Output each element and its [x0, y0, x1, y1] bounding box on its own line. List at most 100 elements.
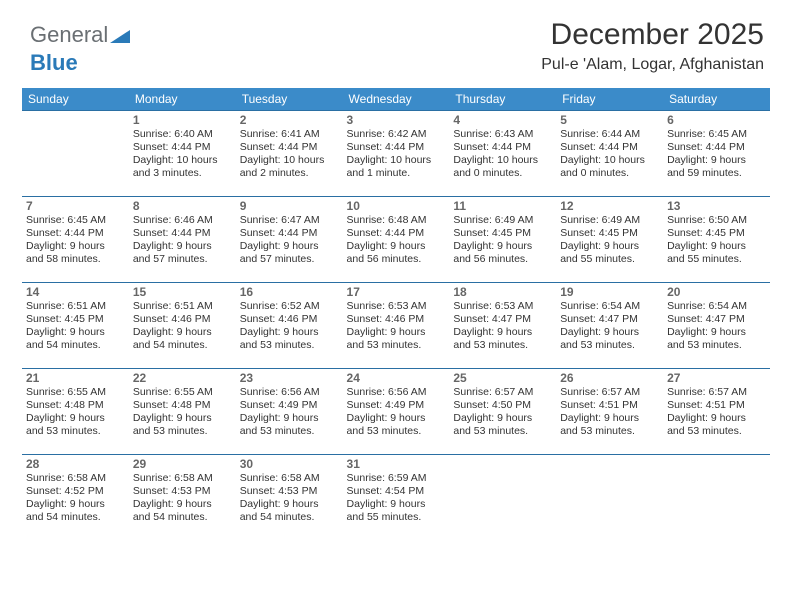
day-sunrise: Sunrise: 6:47 AM — [240, 214, 339, 227]
day-day1: Daylight: 10 hours — [347, 154, 446, 167]
day-number: 28 — [26, 457, 125, 471]
calendar-cell: 27Sunrise: 6:57 AMSunset: 4:51 PMDayligh… — [663, 369, 770, 455]
brand-triangle-icon — [110, 24, 130, 50]
day-sunrise: Sunrise: 6:55 AM — [133, 386, 232, 399]
calendar-cell: 31Sunrise: 6:59 AMSunset: 4:54 PMDayligh… — [343, 455, 450, 541]
day-day1: Daylight: 10 hours — [133, 154, 232, 167]
day-number: 30 — [240, 457, 339, 471]
day-number: 16 — [240, 285, 339, 299]
location-text: Pul-e 'Alam, Logar, Afghanistan — [22, 56, 764, 74]
day-sunrise: Sunrise: 6:49 AM — [453, 214, 552, 227]
day-day2: and 0 minutes. — [453, 167, 552, 180]
calendar-cell: 7Sunrise: 6:45 AMSunset: 4:44 PMDaylight… — [22, 197, 129, 283]
day-number: 5 — [560, 113, 659, 127]
day-sunrise: Sunrise: 6:58 AM — [133, 472, 232, 485]
day-day2: and 55 minutes. — [667, 253, 766, 266]
calendar-cell: 5Sunrise: 6:44 AMSunset: 4:44 PMDaylight… — [556, 111, 663, 197]
calendar-cell: 16Sunrise: 6:52 AMSunset: 4:46 PMDayligh… — [236, 283, 343, 369]
calendar-cell: 25Sunrise: 6:57 AMSunset: 4:50 PMDayligh… — [449, 369, 556, 455]
day-number: 20 — [667, 285, 766, 299]
day-day2: and 54 minutes. — [240, 511, 339, 524]
day-header: Sunday — [22, 88, 129, 111]
day-day1: Daylight: 9 hours — [26, 240, 125, 253]
day-number: 1 — [133, 113, 232, 127]
day-header: Wednesday — [343, 88, 450, 111]
day-day2: and 58 minutes. — [26, 253, 125, 266]
day-number: 2 — [240, 113, 339, 127]
day-day2: and 53 minutes. — [133, 425, 232, 438]
day-sunset: Sunset: 4:44 PM — [667, 141, 766, 154]
calendar-cell: 9Sunrise: 6:47 AMSunset: 4:44 PMDaylight… — [236, 197, 343, 283]
day-sunrise: Sunrise: 6:50 AM — [667, 214, 766, 227]
day-sunset: Sunset: 4:54 PM — [347, 485, 446, 498]
day-sunrise: Sunrise: 6:51 AM — [133, 300, 232, 313]
day-sunrise: Sunrise: 6:40 AM — [133, 128, 232, 141]
calendar-row: 1Sunrise: 6:40 AMSunset: 4:44 PMDaylight… — [22, 111, 770, 197]
calendar-cell: 10Sunrise: 6:48 AMSunset: 4:44 PMDayligh… — [343, 197, 450, 283]
day-day2: and 55 minutes. — [347, 511, 446, 524]
day-number: 22 — [133, 371, 232, 385]
day-day1: Daylight: 9 hours — [347, 326, 446, 339]
day-sunrise: Sunrise: 6:57 AM — [560, 386, 659, 399]
calendar-cell: 19Sunrise: 6:54 AMSunset: 4:47 PMDayligh… — [556, 283, 663, 369]
day-day2: and 53 minutes. — [667, 425, 766, 438]
day-sunset: Sunset: 4:45 PM — [26, 313, 125, 326]
calendar-row: 7Sunrise: 6:45 AMSunset: 4:44 PMDaylight… — [22, 197, 770, 283]
day-day2: and 53 minutes. — [26, 425, 125, 438]
day-sunrise: Sunrise: 6:54 AM — [667, 300, 766, 313]
calendar-cell — [22, 111, 129, 197]
calendar-cell: 26Sunrise: 6:57 AMSunset: 4:51 PMDayligh… — [556, 369, 663, 455]
day-sunset: Sunset: 4:44 PM — [240, 227, 339, 240]
day-number: 19 — [560, 285, 659, 299]
day-day2: and 54 minutes. — [26, 339, 125, 352]
day-sunrise: Sunrise: 6:45 AM — [26, 214, 125, 227]
day-day2: and 53 minutes. — [667, 339, 766, 352]
day-day1: Daylight: 9 hours — [347, 498, 446, 511]
day-sunrise: Sunrise: 6:44 AM — [560, 128, 659, 141]
day-day1: Daylight: 9 hours — [453, 240, 552, 253]
day-day2: and 53 minutes. — [347, 425, 446, 438]
day-number: 13 — [667, 199, 766, 213]
day-day2: and 53 minutes. — [453, 339, 552, 352]
day-header: Monday — [129, 88, 236, 111]
calendar-cell: 17Sunrise: 6:53 AMSunset: 4:46 PMDayligh… — [343, 283, 450, 369]
day-day1: Daylight: 10 hours — [560, 154, 659, 167]
day-day2: and 57 minutes. — [240, 253, 339, 266]
day-number: 3 — [347, 113, 446, 127]
day-sunset: Sunset: 4:47 PM — [560, 313, 659, 326]
calendar-cell: 1Sunrise: 6:40 AMSunset: 4:44 PMDaylight… — [129, 111, 236, 197]
calendar-cell — [556, 455, 663, 541]
day-day1: Daylight: 9 hours — [453, 326, 552, 339]
day-number: 21 — [26, 371, 125, 385]
day-number: 23 — [240, 371, 339, 385]
calendar-cell: 29Sunrise: 6:58 AMSunset: 4:53 PMDayligh… — [129, 455, 236, 541]
day-number: 9 — [240, 199, 339, 213]
day-day2: and 57 minutes. — [133, 253, 232, 266]
day-number: 8 — [133, 199, 232, 213]
day-day2: and 53 minutes. — [347, 339, 446, 352]
day-day2: and 1 minute. — [347, 167, 446, 180]
day-sunset: Sunset: 4:44 PM — [133, 227, 232, 240]
day-sunrise: Sunrise: 6:53 AM — [347, 300, 446, 313]
day-day1: Daylight: 9 hours — [667, 154, 766, 167]
day-day1: Daylight: 9 hours — [560, 240, 659, 253]
day-number: 11 — [453, 199, 552, 213]
day-sunset: Sunset: 4:45 PM — [667, 227, 766, 240]
day-day1: Daylight: 9 hours — [240, 498, 339, 511]
day-day1: Daylight: 10 hours — [453, 154, 552, 167]
day-day2: and 56 minutes. — [453, 253, 552, 266]
day-sunset: Sunset: 4:49 PM — [240, 399, 339, 412]
day-number: 27 — [667, 371, 766, 385]
day-sunrise: Sunrise: 6:51 AM — [26, 300, 125, 313]
day-number: 15 — [133, 285, 232, 299]
calendar-cell: 13Sunrise: 6:50 AMSunset: 4:45 PMDayligh… — [663, 197, 770, 283]
brand-part1: General — [30, 22, 108, 47]
day-sunset: Sunset: 4:53 PM — [240, 485, 339, 498]
calendar-cell — [449, 455, 556, 541]
day-sunset: Sunset: 4:44 PM — [347, 227, 446, 240]
calendar-cell: 20Sunrise: 6:54 AMSunset: 4:47 PMDayligh… — [663, 283, 770, 369]
day-number: 14 — [26, 285, 125, 299]
day-header: Friday — [556, 88, 663, 111]
day-day1: Daylight: 9 hours — [133, 240, 232, 253]
calendar-cell: 2Sunrise: 6:41 AMSunset: 4:44 PMDaylight… — [236, 111, 343, 197]
